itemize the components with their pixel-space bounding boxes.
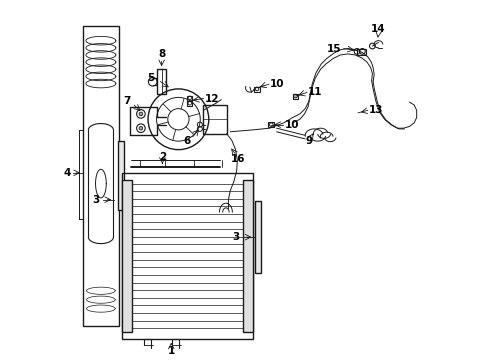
Text: 15: 15: [326, 44, 341, 54]
Bar: [118, 141, 124, 210]
Text: 11: 11: [307, 87, 322, 98]
Bar: [187, 101, 192, 106]
Text: 10: 10: [270, 79, 284, 89]
Text: 1: 1: [167, 346, 175, 356]
Text: 6: 6: [183, 136, 190, 147]
Bar: [254, 202, 261, 273]
Text: 2: 2: [159, 152, 165, 162]
Bar: [157, 69, 165, 94]
Text: 10: 10: [284, 120, 298, 130]
Bar: [267, 122, 273, 127]
Text: 16: 16: [230, 154, 245, 164]
Bar: [242, 180, 252, 332]
Bar: [83, 26, 119, 327]
Bar: [203, 105, 226, 134]
Text: 3: 3: [231, 232, 239, 242]
Text: 12: 12: [204, 94, 219, 104]
Text: 14: 14: [370, 24, 385, 34]
Text: 9: 9: [305, 136, 312, 147]
Text: 4: 4: [64, 168, 71, 178]
Bar: [118, 141, 124, 210]
Text: 13: 13: [368, 105, 383, 115]
Bar: [253, 87, 259, 92]
Bar: [356, 49, 365, 55]
Bar: [122, 173, 252, 339]
Text: 7: 7: [122, 96, 130, 106]
Bar: [187, 96, 192, 101]
Bar: [122, 180, 132, 332]
Circle shape: [139, 112, 142, 116]
Text: 8: 8: [158, 49, 165, 59]
Text: 5: 5: [147, 73, 154, 83]
Circle shape: [139, 126, 142, 130]
Text: 3: 3: [92, 195, 100, 204]
Bar: [254, 202, 261, 273]
Bar: [292, 94, 298, 99]
